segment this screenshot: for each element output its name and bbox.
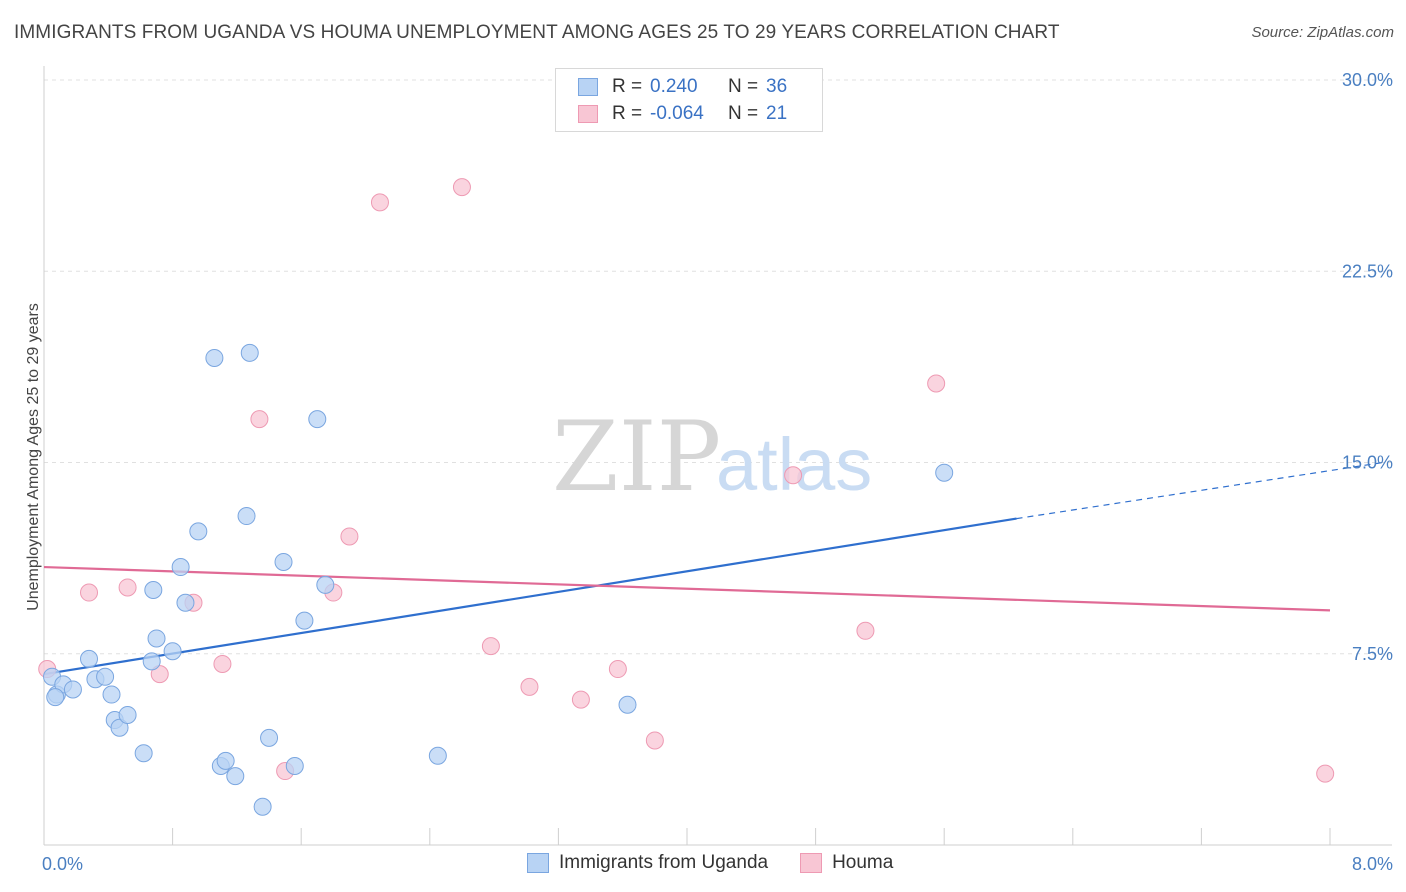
series-swatch-houma — [800, 853, 823, 873]
houma-point — [213, 654, 232, 673]
uganda-point — [163, 642, 182, 661]
legend-r-value: 0.240 — [650, 76, 698, 97]
uganda-point — [274, 552, 293, 571]
uganda-point — [216, 751, 235, 770]
uganda-point — [253, 797, 272, 816]
uganda-point — [240, 343, 259, 362]
uganda-point — [260, 728, 279, 747]
trendline-uganda — [43, 517, 1017, 676]
houma-point — [481, 637, 500, 656]
tick-labels: 7.5% 15.0% 22.5% 30.0% 0.0% 8.0% — [42, 70, 1393, 874]
watermark: ZIP atlas — [552, 401, 872, 513]
houma-point — [1316, 764, 1335, 783]
legend-r-label: R = — [612, 76, 643, 97]
trendline-uganda-extension — [1016, 461, 1384, 520]
houma-point — [150, 665, 169, 684]
houma-point — [80, 583, 99, 602]
legend-n-value: 21 — [766, 103, 788, 124]
data-points — [38, 178, 1335, 816]
uganda-point — [618, 695, 637, 714]
uganda-point — [63, 680, 82, 699]
uganda-point — [316, 575, 335, 594]
uganda-point — [171, 558, 190, 577]
legend-n-label: N = — [728, 76, 759, 97]
uganda-point — [226, 767, 245, 786]
houma-point — [250, 410, 269, 429]
x-tick-label: 0.0% — [42, 854, 83, 874]
correlation-legend: R = 0.240 N = 36 R = -0.064 N = 21 — [555, 68, 823, 132]
legend-r-label: R = — [612, 103, 643, 124]
uganda-point — [935, 463, 954, 482]
houma-point — [927, 374, 946, 393]
legend-row-uganda: R = 0.240 N = 36 — [578, 75, 787, 99]
uganda-point — [96, 667, 115, 686]
uganda-point — [144, 581, 163, 599]
grid-lines — [44, 79, 1392, 655]
y-axis-label: Unemployment Among Ages 25 to 29 years — [25, 303, 42, 611]
y-tick-label: 22.5% — [1342, 261, 1393, 281]
trendline-houma — [43, 565, 1331, 612]
series-legend-uganda[interactable]: Immigrants from Uganda — [527, 852, 768, 874]
houma-point — [340, 527, 359, 546]
series-legend-houma[interactable]: Houma — [800, 852, 893, 874]
houma-point — [118, 578, 137, 597]
uganda-point — [205, 348, 224, 367]
source-note: Source: ZipAtlas.com — [1251, 24, 1394, 41]
uganda-point — [102, 685, 121, 704]
uganda-point — [46, 688, 65, 707]
axes — [43, 66, 1392, 846]
uganda-point — [428, 746, 447, 765]
uganda-point — [110, 718, 129, 737]
houma-point — [452, 178, 471, 197]
watermark-atlas: atlas — [716, 423, 872, 506]
y-tick-label: 30.0% — [1342, 70, 1393, 90]
legend-n-value: 36 — [766, 76, 788, 97]
x-tick-label: 8.0% — [1352, 854, 1393, 874]
uganda-point — [134, 744, 153, 763]
houma-point — [784, 466, 803, 485]
series-label-uganda: Immigrants from Uganda — [559, 852, 769, 873]
y-tick-label: 15.0% — [1342, 453, 1393, 473]
legend-swatch-houma — [578, 105, 598, 123]
legend-row-houma: R = -0.064 N = 21 — [578, 102, 787, 126]
series-swatch-uganda — [527, 853, 549, 873]
houma-point — [645, 731, 664, 750]
legend-r-value: -0.064 — [650, 103, 704, 124]
y-tick-label: 7.5% — [1352, 644, 1393, 664]
houma-point — [370, 193, 389, 212]
houma-point — [520, 677, 539, 696]
uganda-point — [237, 507, 256, 526]
uganda-point — [142, 652, 161, 671]
uganda-point — [176, 593, 195, 612]
uganda-point — [80, 649, 99, 668]
series-legend: Immigrants from Uganda Houma — [527, 852, 925, 874]
legend-n-label: N = — [728, 103, 759, 124]
uganda-point — [118, 705, 137, 724]
series-label-houma: Houma — [832, 852, 894, 873]
houma-point — [571, 690, 590, 709]
uganda-point — [308, 410, 327, 429]
chart-title: IMMIGRANTS FROM UGANDA VS HOUMA UNEMPLOY… — [14, 22, 1060, 43]
houma-point — [608, 660, 627, 679]
uganda-point — [147, 629, 166, 648]
uganda-point — [295, 611, 314, 630]
watermark-zip: ZIP — [552, 401, 721, 513]
trendlines — [43, 461, 1384, 676]
houma-point — [856, 621, 875, 640]
uganda-point — [285, 756, 304, 775]
uganda-point — [189, 522, 208, 541]
legend-swatch-uganda — [578, 78, 598, 96]
